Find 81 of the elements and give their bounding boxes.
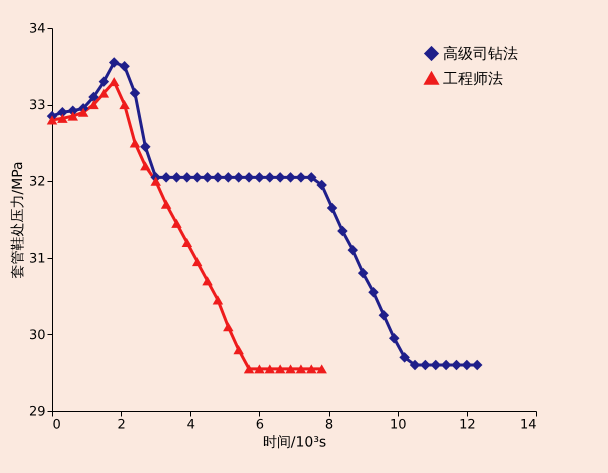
point	[130, 88, 140, 98]
point	[108, 77, 120, 86]
point	[358, 268, 368, 278]
point	[160, 172, 172, 183]
point	[160, 200, 172, 209]
legend-label: 高级司钻法	[443, 44, 518, 62]
x-tick-label: 14	[520, 418, 536, 432]
y-axis-title: 套管鞋处压力/MPa	[10, 161, 26, 279]
point	[130, 138, 140, 148]
point	[316, 180, 327, 190]
point	[108, 57, 120, 68]
point	[451, 360, 462, 370]
point	[140, 141, 151, 152]
point	[244, 364, 254, 374]
x-tick-label: 10	[390, 418, 406, 432]
point	[440, 360, 452, 370]
point	[46, 115, 58, 124]
point	[119, 61, 130, 72]
point	[348, 244, 358, 256]
x-tick-label: 2	[118, 418, 126, 432]
point	[192, 172, 202, 183]
point	[182, 238, 192, 248]
y-tick-label: 31	[28, 251, 46, 266]
point	[254, 364, 265, 374]
point	[233, 345, 244, 354]
point	[68, 112, 78, 121]
point	[140, 161, 151, 170]
x-tick-label: 8	[324, 418, 334, 432]
point	[274, 172, 286, 183]
point	[244, 172, 254, 183]
point	[399, 352, 410, 363]
x-axis-title: 时间/10³s	[262, 434, 326, 450]
point	[223, 172, 234, 183]
point	[316, 364, 327, 374]
point	[254, 172, 265, 183]
y-tick-label: 33	[28, 98, 46, 114]
point	[212, 172, 224, 183]
point	[212, 295, 224, 304]
point	[420, 360, 431, 370]
point	[171, 172, 182, 183]
point	[57, 107, 68, 118]
point	[192, 257, 202, 266]
point	[430, 360, 441, 370]
point	[98, 88, 110, 98]
point	[285, 172, 296, 183]
point	[98, 76, 110, 87]
point	[389, 332, 400, 344]
point	[150, 176, 161, 186]
y-tick-label: 32	[28, 174, 46, 190]
point	[296, 172, 306, 183]
point	[233, 172, 244, 183]
point	[171, 218, 182, 228]
point	[285, 364, 296, 374]
x-tick-label: 12	[459, 418, 476, 432]
x-tick-label: 6	[256, 418, 264, 432]
point	[337, 226, 348, 236]
point	[78, 108, 88, 117]
y-tick-label: 30	[28, 328, 46, 343]
legend-label: 工程师法	[443, 70, 503, 88]
point	[410, 360, 420, 370]
point	[119, 100, 130, 110]
point	[202, 172, 213, 183]
point	[306, 364, 317, 374]
x-tick-label: 4	[186, 418, 195, 432]
point	[378, 310, 390, 320]
point	[182, 172, 192, 183]
point	[88, 100, 99, 110]
y-tick-label: 34	[28, 22, 46, 36]
point	[306, 172, 317, 183]
point	[264, 172, 276, 183]
point	[296, 364, 306, 374]
point	[368, 287, 379, 298]
point	[326, 202, 338, 214]
point	[202, 276, 213, 286]
x-tick-label: 0	[52, 418, 61, 432]
point	[88, 92, 99, 102]
point	[264, 364, 276, 374]
point	[274, 364, 286, 374]
point	[223, 322, 234, 332]
point	[57, 114, 68, 123]
y-tick-label: 29	[28, 404, 46, 420]
